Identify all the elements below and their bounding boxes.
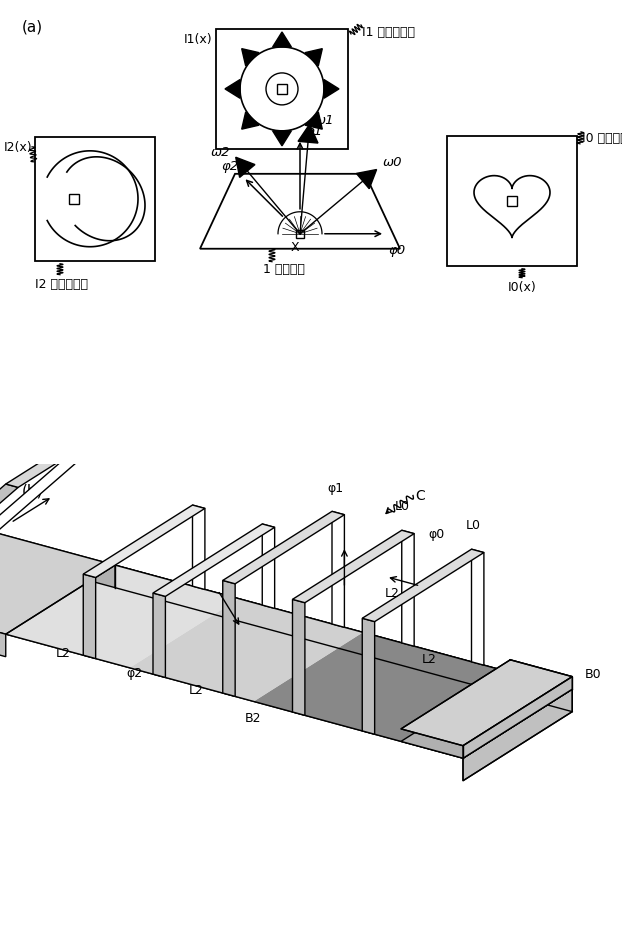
Text: C: C <box>415 488 425 502</box>
Polygon shape <box>332 512 345 627</box>
Polygon shape <box>305 49 322 67</box>
Text: I1 コンテンツ: I1 コンテンツ <box>362 26 415 39</box>
Text: ω0: ω0 <box>383 156 402 169</box>
Text: 1 表示媒体: 1 表示媒体 <box>263 263 305 276</box>
Polygon shape <box>6 416 128 488</box>
Text: φ2: φ2 <box>126 666 142 679</box>
Text: B2: B2 <box>244 711 261 724</box>
Polygon shape <box>510 660 572 690</box>
Polygon shape <box>242 49 259 67</box>
Text: I0(x): I0(x) <box>508 280 536 293</box>
Text: L0: L0 <box>395 499 410 512</box>
Polygon shape <box>223 512 345 584</box>
Bar <box>277 84 287 95</box>
Polygon shape <box>192 506 205 590</box>
Text: (b): (b) <box>22 483 44 498</box>
Polygon shape <box>356 171 376 189</box>
Polygon shape <box>463 690 572 780</box>
Polygon shape <box>362 549 484 622</box>
Polygon shape <box>225 81 240 99</box>
Text: φ0: φ0 <box>388 243 405 256</box>
Polygon shape <box>115 565 572 712</box>
Polygon shape <box>402 531 414 647</box>
Text: X: X <box>290 240 299 253</box>
Text: L2: L2 <box>189 683 204 696</box>
Polygon shape <box>262 524 275 609</box>
Text: L2: L2 <box>422 652 437 665</box>
Polygon shape <box>324 81 339 99</box>
Polygon shape <box>0 416 128 534</box>
Text: I2(x): I2(x) <box>3 141 32 154</box>
Polygon shape <box>6 565 239 668</box>
Polygon shape <box>463 677 572 758</box>
Bar <box>507 197 517 207</box>
Text: I1(x): I1(x) <box>183 33 212 46</box>
Bar <box>216 30 348 149</box>
Bar <box>35 137 155 262</box>
Polygon shape <box>153 593 165 677</box>
Polygon shape <box>223 581 235 697</box>
Polygon shape <box>292 531 414 603</box>
Polygon shape <box>83 506 205 578</box>
Text: L2: L2 <box>56 647 71 660</box>
Polygon shape <box>153 524 275 597</box>
Polygon shape <box>242 113 259 130</box>
Text: φ1: φ1 <box>328 481 344 494</box>
Text: I2 コンテンツ: I2 コンテンツ <box>35 277 88 290</box>
Polygon shape <box>6 565 363 702</box>
Text: φ1: φ1 <box>305 124 322 137</box>
Bar <box>296 230 304 238</box>
Polygon shape <box>83 574 96 659</box>
Bar <box>447 136 577 266</box>
Text: (a): (a) <box>22 20 43 35</box>
Polygon shape <box>254 633 572 758</box>
Polygon shape <box>0 484 18 602</box>
Polygon shape <box>292 599 305 715</box>
Text: I0 コンテンツ: I0 コンテンツ <box>582 132 622 145</box>
Polygon shape <box>272 32 291 48</box>
Text: ω1: ω1 <box>315 113 334 126</box>
Text: L0: L0 <box>466 519 481 532</box>
Polygon shape <box>0 599 6 657</box>
Text: ω2: ω2 <box>211 146 231 159</box>
Polygon shape <box>362 619 374 734</box>
Polygon shape <box>0 530 115 588</box>
Polygon shape <box>6 565 572 758</box>
Polygon shape <box>130 599 363 702</box>
Polygon shape <box>272 132 291 147</box>
Text: φ2: φ2 <box>221 160 238 173</box>
Bar <box>69 195 79 204</box>
Polygon shape <box>298 125 318 144</box>
Polygon shape <box>401 673 572 758</box>
Polygon shape <box>0 530 115 635</box>
Text: L2: L2 <box>384 586 399 599</box>
Text: B0: B0 <box>585 667 601 680</box>
Text: φ0: φ0 <box>429 527 445 540</box>
Polygon shape <box>236 158 255 178</box>
Polygon shape <box>401 660 572 746</box>
Polygon shape <box>305 113 322 130</box>
Polygon shape <box>471 549 484 665</box>
